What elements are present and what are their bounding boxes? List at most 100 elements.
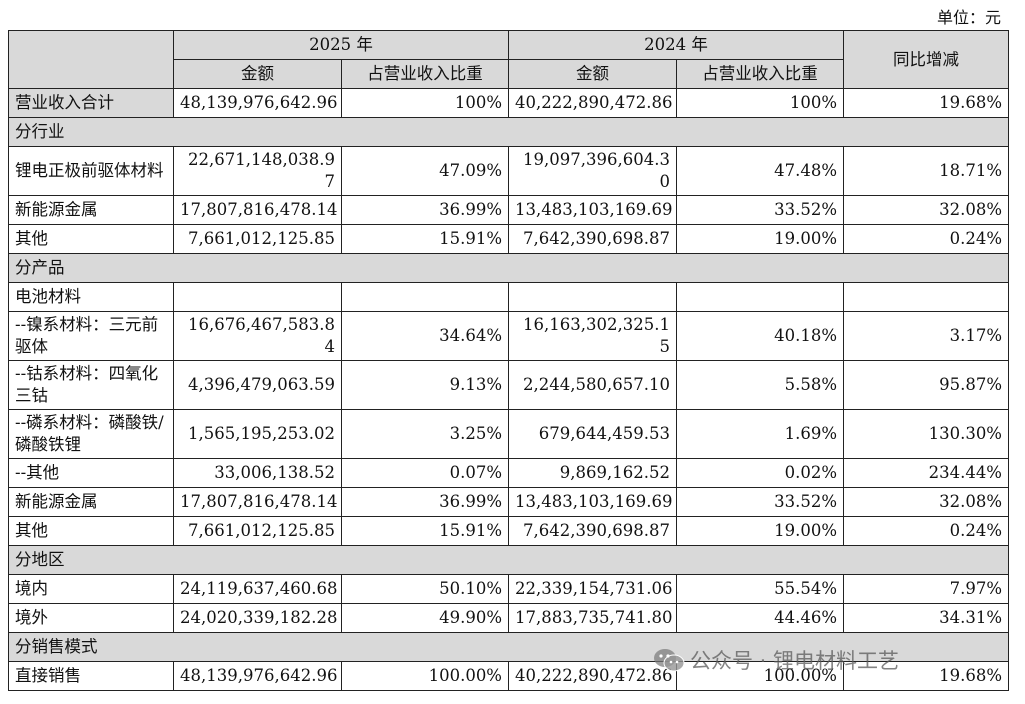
cell-ratio-2025: 34.64% bbox=[341, 311, 509, 361]
revenue-table: 2025 年 2024 年 同比增减 金额 占营业收入比重 金额 占营业收入比重… bbox=[8, 30, 1009, 691]
header-year-2024: 2024 年 bbox=[508, 30, 844, 60]
cell-yoy: 19.68% bbox=[843, 661, 1009, 691]
header-row-years: 2025 年 2024 年 同比增减 bbox=[8, 30, 1009, 89]
cell-ratio-2024: 33.52% bbox=[676, 487, 844, 517]
cell-label: 新能源金属 bbox=[8, 195, 174, 225]
cell-label: 其他 bbox=[8, 224, 174, 254]
table-row: --磷系材料：磷酸铁/磷酸铁锂 1,565,195,253.02 3.25% 679,… bbox=[8, 409, 1009, 459]
header-row-metrics: 金额 占营业收入比重 金额 占营业收入比重 bbox=[9, 59, 1009, 89]
cell-amount-2025: 4,396,479,063.59 bbox=[173, 360, 342, 410]
cell-amount-2024: 19,097,396,604.30 bbox=[508, 146, 677, 196]
cell-amount-2025: 7,661,012,125.85 bbox=[173, 224, 342, 254]
table-row: 直接销售 48,139,976,642.96 100.00% 40,222,890,4… bbox=[8, 661, 1009, 691]
cell-ratio-2025: 50.10% bbox=[341, 574, 509, 604]
cell-label: 直接销售 bbox=[8, 661, 174, 691]
section-label: 分地区 bbox=[8, 545, 1009, 575]
cell-ratio-2025: 100% bbox=[341, 88, 509, 118]
region-rows: 境内 24,119,637,460.68 50.10% 22,339,154,731.… bbox=[8, 574, 1009, 633]
cell-yoy: 18.71% bbox=[843, 146, 1009, 196]
table-row: 新能源金属 17,807,816,478.14 36.99% 13,483,103,1… bbox=[8, 487, 1009, 517]
cell-ratio-2024: 100.00% bbox=[676, 661, 844, 691]
cell-ratio-2024: 0.02% bbox=[676, 458, 844, 488]
cell-ratio-2025: 100.00% bbox=[341, 661, 509, 691]
cell-ratio-2024: 44.46% bbox=[676, 603, 844, 633]
cell-amount-2024: 7,642,390,698.87 bbox=[508, 224, 677, 254]
table-row: 境外 24,020,339,182.28 49.90% 17,883,735,741.… bbox=[8, 603, 1009, 633]
cell-ratio-2024: 40.18% bbox=[676, 311, 844, 361]
header-ratio-2025: 占营业收入比重 bbox=[341, 59, 509, 89]
table-row: 其他 7,661,012,125.85 15.91% 7,642,390,698.87… bbox=[8, 224, 1009, 254]
industry-rows: 锂电正极前驱体材料 22,671,148,038.97 47.09% 19,097,3… bbox=[8, 146, 1009, 254]
cell-amount-2024: 16,163,302,325.15 bbox=[508, 311, 677, 361]
cell-amount-2024: 40,222,890,472.86 bbox=[508, 661, 677, 691]
cell-yoy: 32.08% bbox=[843, 487, 1009, 517]
cell-label: 营业收入合计 bbox=[8, 88, 174, 118]
section-label: 分销售模式 bbox=[8, 632, 1009, 662]
cell-yoy: 95.87% bbox=[843, 360, 1009, 410]
cell-label: 境内 bbox=[8, 574, 174, 604]
header-blank bbox=[8, 30, 174, 89]
section-row-product: 分产品 bbox=[8, 253, 1009, 283]
cell-label: 电池材料 bbox=[8, 282, 174, 312]
cell-label: --钴系材料：四氧化三钴 bbox=[8, 360, 174, 410]
cell-ratio-2024: 55.54% bbox=[676, 574, 844, 604]
section-row-industry: 分行业 bbox=[8, 117, 1009, 147]
cell-label: 新能源金属 bbox=[8, 487, 174, 517]
cell-ratio-2024: 33.52% bbox=[676, 195, 844, 225]
total-row: 营业收入合计 48,139,976,642.96 100% 40,222,890… bbox=[8, 88, 1009, 118]
empty-cell bbox=[173, 282, 342, 312]
cell-ratio-2025: 9.13% bbox=[341, 360, 509, 410]
cell-amount-2025: 17,807,816,478.14 bbox=[173, 487, 342, 517]
cell-amount-2025: 48,139,976,642.96 bbox=[173, 661, 342, 691]
cell-amount-2025: 24,020,339,182.28 bbox=[173, 603, 342, 633]
empty-cell bbox=[341, 282, 509, 312]
cell-ratio-2024: 1.69% bbox=[676, 409, 844, 459]
cell-amount-2024: 22,339,154,731.06 bbox=[508, 574, 677, 604]
cell-ratio-2025: 36.99% bbox=[341, 195, 509, 225]
cell-yoy: 7.97% bbox=[843, 574, 1009, 604]
cell-ratio-2025: 36.99% bbox=[341, 487, 509, 517]
cell-label: --磷系材料：磷酸铁/磷酸铁锂 bbox=[8, 409, 174, 459]
table-row: --钴系材料：四氧化三钴 4,396,479,063.59 9.13% 2,244,5… bbox=[8, 360, 1009, 410]
empty-cell bbox=[508, 282, 677, 312]
product-rows: --镍系材料：三元前驱体 16,676,467,583.84 34.64% 16,16… bbox=[8, 311, 1009, 546]
watermark: 公众号 · 锂电材料工艺 bbox=[652, 645, 899, 675]
cell-label: 锂电正极前驱体材料 bbox=[8, 146, 174, 196]
header-yoy: 同比增减 bbox=[843, 30, 1009, 89]
cell-ratio-2024: 100% bbox=[676, 88, 844, 118]
cell-yoy: 32.08% bbox=[843, 195, 1009, 225]
cell-label: 境外 bbox=[8, 603, 174, 633]
cell-amount-2024: 13,483,103,169.69 bbox=[508, 195, 677, 225]
sales-rows: 直接销售 48,139,976,642.96 100.00% 40,222,890,4… bbox=[8, 661, 1009, 691]
watermark-text: 公众号 · 锂电材料工艺 bbox=[690, 649, 900, 673]
cell-amount-2025: 22,671,148,038.97 bbox=[173, 146, 342, 196]
cell-amount-2025: 33,006,138.52 bbox=[173, 458, 342, 488]
cell-ratio-2024: 19.00% bbox=[676, 224, 844, 254]
cell-amount-2024: 2,244,580,657.10 bbox=[508, 360, 677, 410]
cell-amount-2025: 17,807,816,478.14 bbox=[173, 195, 342, 225]
battery-materials-row: 电池材料 bbox=[8, 282, 1009, 312]
cell-amount-2024: 679,644,459.53 bbox=[508, 409, 677, 459]
table-row: 锂电正极前驱体材料 22,671,148,038.97 47.09% 19,097,3… bbox=[8, 146, 1009, 196]
table-row: 其他 7,661,012,125.85 15.91% 7,642,390,698.87… bbox=[8, 516, 1009, 546]
table-row: 新能源金属 17,807,816,478.14 36.99% 13,483,103,1… bbox=[8, 195, 1009, 225]
section-label: 分产品 bbox=[8, 253, 1009, 283]
table-row: --其他 33,006,138.52 0.07% 9,869,162.52 0.02% 2… bbox=[8, 458, 1009, 488]
cell-ratio-2025: 0.07% bbox=[341, 458, 509, 488]
empty-cell bbox=[676, 282, 844, 312]
cell-ratio-2025: 15.91% bbox=[341, 516, 509, 546]
cell-ratio-2025: 3.25% bbox=[341, 409, 509, 459]
cell-yoy: 234.44% bbox=[843, 458, 1009, 488]
cell-ratio-2025: 47.09% bbox=[341, 146, 509, 196]
section-row-region: 分地区 bbox=[8, 545, 1009, 575]
wechat-icon bbox=[654, 649, 685, 672]
cell-ratio-2025: 15.91% bbox=[341, 224, 509, 254]
cell-label: --其他 bbox=[8, 458, 174, 488]
table-row: --镍系材料：三元前驱体 16,676,467,583.84 34.64% 16,16… bbox=[8, 311, 1009, 361]
header-ratio-2024: 占营业收入比重 bbox=[676, 59, 844, 89]
cell-ratio-2024: 47.48% bbox=[676, 146, 844, 196]
section-label: 分行业 bbox=[8, 117, 1009, 147]
cell-ratio-2025: 49.90% bbox=[341, 603, 509, 633]
header-amount-2024: 金额 bbox=[508, 59, 677, 89]
cell-amount-2025: 48,139,976,642.96 bbox=[173, 88, 342, 118]
